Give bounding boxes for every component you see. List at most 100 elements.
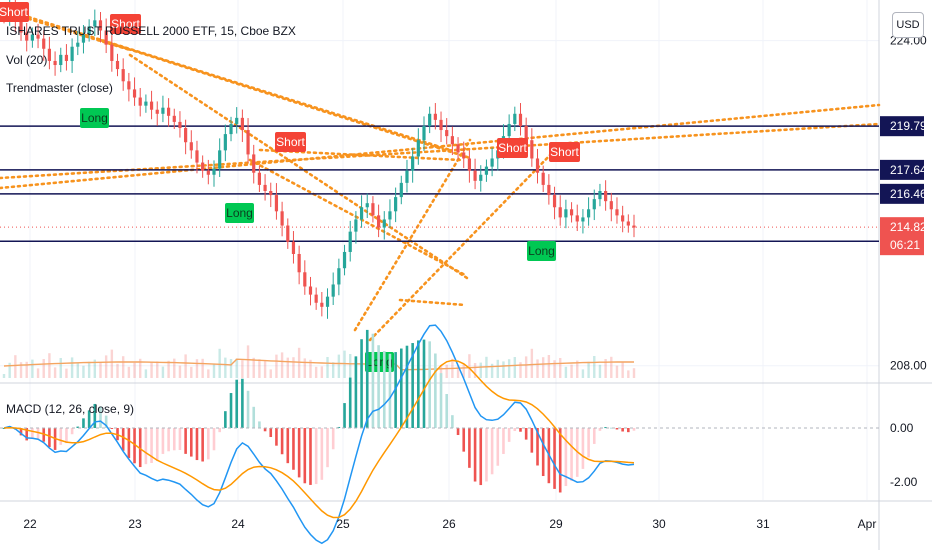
macd-histogram-bar — [82, 418, 85, 428]
macd-histogram-bar — [558, 428, 562, 493]
macd-histogram-bar — [263, 428, 267, 432]
macd-histogram-bar — [331, 428, 335, 450]
time-tick-label: 22 — [23, 517, 37, 531]
volume-bar — [581, 369, 585, 378]
candle-body — [246, 130, 250, 155]
candle-body — [575, 215, 579, 222]
macd-histogram-bar — [2, 428, 6, 429]
signal-long-label: Long — [527, 241, 556, 261]
macd-tick-label: -2.00 — [890, 475, 918, 489]
candle-body — [218, 150, 222, 169]
candle-body — [428, 113, 432, 126]
macd-histogram-bar — [632, 428, 636, 431]
candle-body — [433, 113, 437, 120]
trend-dotted-line-9 — [398, 298, 467, 307]
macd-histogram-bar — [337, 426, 341, 428]
volume-bar — [337, 354, 341, 378]
volume-bar — [445, 364, 448, 378]
candle-body — [371, 203, 375, 216]
candle-body — [586, 209, 591, 218]
candle-body — [632, 225, 636, 228]
volume-bar — [564, 366, 568, 378]
volume-bar — [212, 363, 216, 378]
candle-body — [541, 172, 545, 185]
macd-histogram-bar — [399, 348, 403, 428]
signal-short-label: Short — [0, 2, 29, 22]
candle-body — [138, 97, 142, 106]
volume-indicator-label[interactable]: Vol (20) — [6, 53, 48, 67]
volume-bar — [524, 356, 528, 378]
countdown-text: 06:21 — [890, 238, 920, 252]
macd-histogram-bar — [218, 428, 221, 433]
volume-bar — [320, 366, 324, 378]
trend-dotted-line-3 — [98, 38, 472, 160]
candle-body — [252, 154, 256, 173]
candle-body — [30, 34, 34, 41]
macd-histogram-bar — [172, 428, 176, 451]
trendmaster-indicator-label[interactable]: Trendmaster (close) — [6, 81, 113, 95]
volume-bar — [519, 362, 522, 378]
volume-bar — [116, 363, 119, 378]
signal-text: Long — [226, 206, 253, 220]
candle-body — [411, 156, 415, 171]
macd-histogram-bar — [224, 411, 227, 428]
candle-body — [240, 117, 244, 131]
candle-body — [325, 296, 330, 307]
volume-bar — [462, 363, 465, 378]
candle-body — [609, 201, 613, 210]
macd-histogram-bar — [394, 352, 397, 428]
signal-box — [110, 14, 141, 34]
macd-histogram-bar — [502, 428, 505, 454]
macd-histogram-bar — [490, 428, 494, 475]
time-tick-label: 30 — [652, 517, 666, 531]
signal-text: Short — [276, 135, 305, 149]
macd-histogram-bar — [388, 353, 392, 428]
macd-histogram-bar — [507, 428, 511, 442]
volume-bar — [87, 361, 91, 378]
macd-tick-label: 0.00 — [890, 421, 914, 435]
macd-histogram-bar — [411, 343, 414, 428]
macd-histogram-bar — [235, 379, 239, 428]
macd-histogram-bar — [462, 428, 466, 452]
volume-bar — [615, 365, 619, 378]
macd-histogram-bar — [59, 428, 63, 445]
volume-bar — [173, 358, 176, 378]
volume-bar — [507, 359, 511, 378]
price-levels — [0, 125, 879, 242]
candle-body — [291, 241, 296, 254]
candle-body — [388, 211, 392, 220]
volume-bar — [632, 368, 636, 378]
macd-indicator-label[interactable]: MACD (12, 26, close, 9) — [6, 402, 135, 416]
candles — [2, 0, 636, 319]
volume-bar — [479, 362, 482, 378]
macd-histogram-bar — [553, 428, 556, 489]
volume-bar — [65, 368, 68, 378]
macd-histogram-bar — [309, 428, 312, 485]
candle-body — [161, 107, 165, 114]
level-badge-text: 219.79 — [890, 119, 927, 133]
trend-dotted-line-1 — [0, 103, 881, 190]
candle-body — [87, 26, 91, 35]
volume-bar — [195, 359, 199, 378]
macd-histogram-bar — [524, 428, 528, 440]
macd-histogram-bar — [621, 428, 624, 432]
macd-histogram-bar — [326, 428, 329, 468]
currency-button[interactable]: USD — [892, 12, 924, 38]
candle-body — [473, 170, 477, 181]
macd-histogram-bar — [48, 428, 51, 448]
volume-bar — [604, 359, 607, 378]
macd-histogram-bar — [377, 345, 380, 428]
volume-bar — [513, 357, 517, 378]
candle-body — [615, 209, 619, 216]
volume-bar — [246, 345, 250, 378]
volume-bar — [280, 352, 284, 378]
macd-histogram-bar — [382, 351, 386, 428]
volume-bar — [48, 353, 51, 378]
signal-short-label: Short — [275, 132, 306, 152]
signal-box — [275, 132, 306, 152]
volume-bar — [314, 366, 318, 378]
level-badge — [880, 116, 924, 137]
macd-histogram-bar — [592, 428, 596, 444]
